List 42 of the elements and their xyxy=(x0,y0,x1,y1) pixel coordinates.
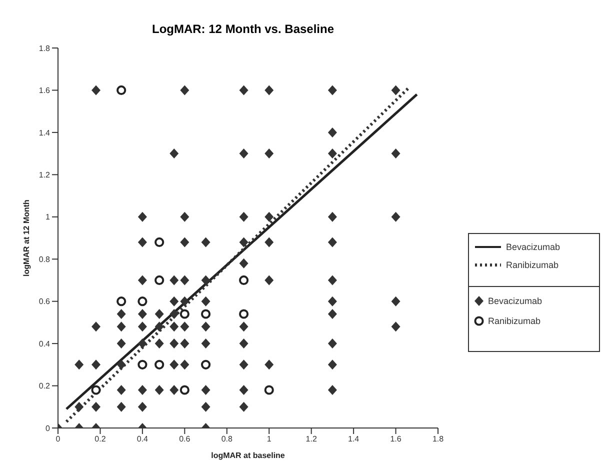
y-tick-label: 0.2 xyxy=(38,382,51,391)
y-tick-label: 0 xyxy=(46,424,51,433)
point xyxy=(138,296,148,306)
x-tick-label: 0.2 xyxy=(94,434,106,444)
legend-label: Bevacizumab xyxy=(488,296,542,306)
legend-label: Ranibizumab xyxy=(506,260,559,270)
y-axis-title: logMAR at 12 Month xyxy=(22,199,31,276)
y-tick-label: 1.4 xyxy=(38,128,51,138)
x-tick-label: 1.4 xyxy=(348,434,360,444)
y-tick-label: 0.8 xyxy=(38,254,51,264)
x-tick-label: 0.8 xyxy=(221,434,233,444)
point xyxy=(154,360,164,370)
x-tick-label: 0.4 xyxy=(136,434,149,444)
point xyxy=(264,385,274,395)
point xyxy=(154,237,164,248)
point xyxy=(116,85,126,96)
point xyxy=(138,360,148,370)
point xyxy=(238,275,249,286)
legend-label: Ranibizumab xyxy=(488,316,541,326)
y-tick-label: 1.6 xyxy=(38,86,51,96)
y-tick-label: 1.2 xyxy=(38,170,51,180)
x-tick-label: 1 xyxy=(266,434,272,444)
point xyxy=(200,360,211,370)
point xyxy=(116,296,126,306)
y-tick-label: 0.6 xyxy=(38,297,51,306)
x-tick-label: 1.8 xyxy=(432,434,444,444)
point xyxy=(154,275,164,286)
x-tick-label: 1.6 xyxy=(390,434,402,444)
x-tick-label: 1.2 xyxy=(306,434,318,444)
y-tick-label: 1.8 xyxy=(38,44,51,53)
legend-label: Bevacizumab xyxy=(506,242,560,252)
chart-title: LogMAR: 12 Month vs. Baseline xyxy=(150,22,336,36)
x-axis-title: logMAR at baseline xyxy=(211,451,286,460)
x-tick-label: 0 xyxy=(56,434,61,444)
y-tick-label: 1 xyxy=(46,212,51,222)
x-tick-label: 0.6 xyxy=(179,434,191,444)
point xyxy=(91,385,101,395)
point xyxy=(180,385,190,395)
y-tick-label: 0.4 xyxy=(38,339,51,348)
point xyxy=(200,309,211,319)
point xyxy=(238,309,249,319)
point xyxy=(180,309,190,319)
